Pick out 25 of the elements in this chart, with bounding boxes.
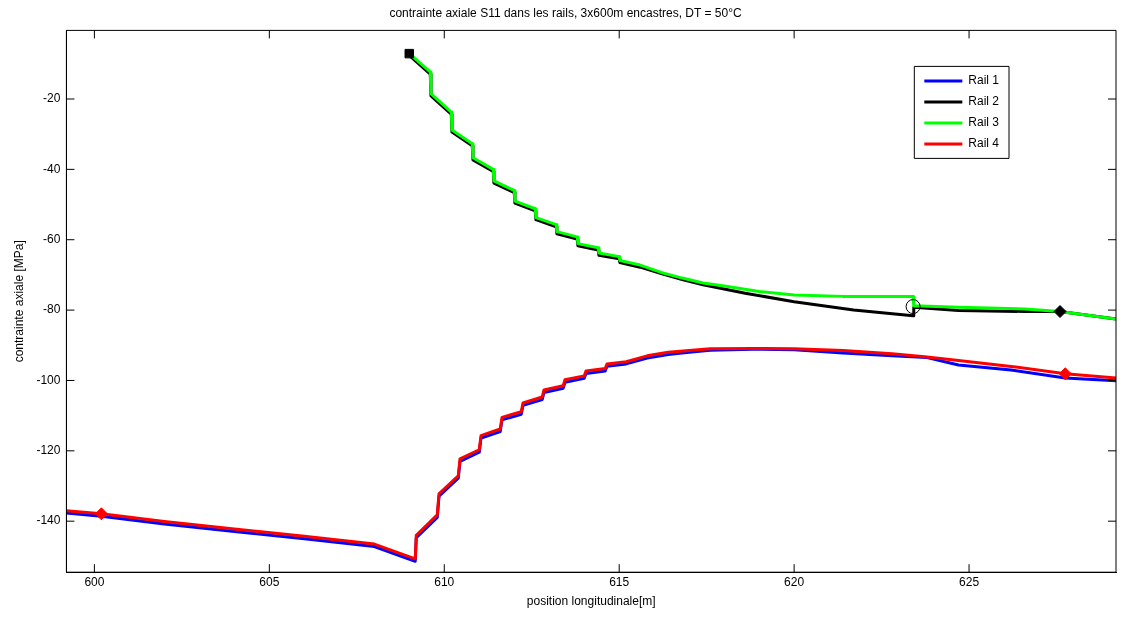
- y-tick-label: -120: [36, 443, 61, 458]
- point: [1053, 305, 1067, 318]
- chart-title: contrainte axiale S11 dans les rails, 3x600m encastres, DT = 50°C: [389, 5, 742, 20]
- x-tick-label: 610: [434, 574, 455, 589]
- y-tick-label: -140: [36, 513, 61, 528]
- point: [404, 48, 415, 59]
- x-tick-label: 625: [959, 574, 980, 589]
- y-tick-label: -20: [43, 91, 61, 106]
- y-tick-label: -100: [36, 372, 61, 387]
- legend-label: Rail 1: [968, 73, 1000, 88]
- y-tick-label: -40: [43, 161, 61, 176]
- y-axis-title: contrainte axiale [MPa]: [11, 240, 26, 363]
- point: [94, 507, 108, 521]
- x-tick-label: 600: [84, 574, 105, 589]
- y-tick-label: -80: [43, 302, 61, 317]
- legend-label: Rail 2: [968, 94, 1000, 109]
- y-tick-label: -60: [43, 232, 61, 247]
- point: [1058, 367, 1072, 381]
- legend-label: Rail 3: [968, 115, 1000, 130]
- legend-label: Rail 4: [968, 136, 1000, 151]
- x-axis-title: position longitudinale[m]: [526, 594, 656, 609]
- x-tick-label: 605: [259, 574, 280, 589]
- x-tick-label: 620: [784, 574, 805, 589]
- point: [905, 299, 921, 315]
- x-tick-label: 615: [609, 574, 630, 589]
